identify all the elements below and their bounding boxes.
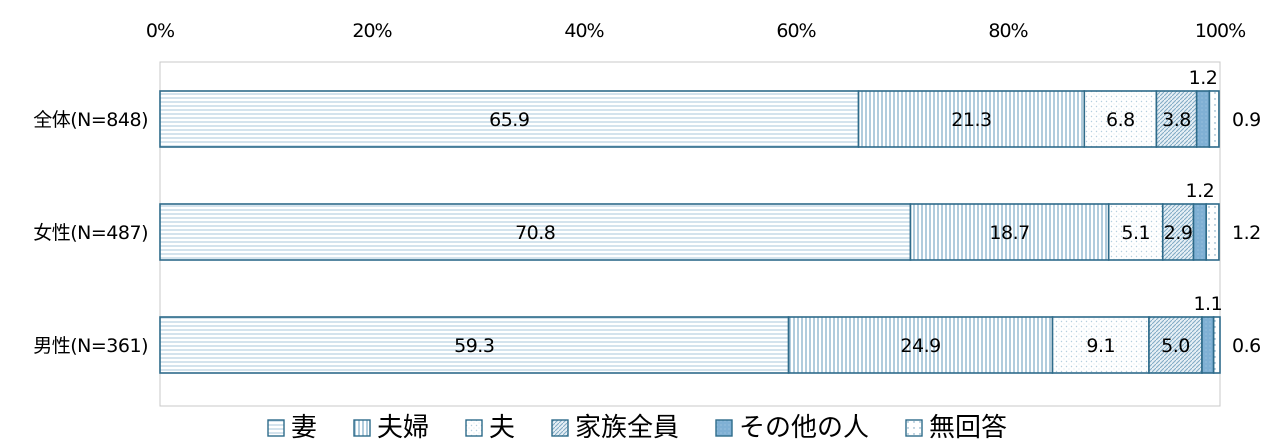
category-label: 女性(N=487) bbox=[33, 222, 148, 244]
data-label: 59.3 bbox=[454, 335, 494, 357]
bar-segment bbox=[159, 90, 860, 148]
data-label: 1.1 bbox=[1193, 293, 1222, 315]
bar-segment bbox=[159, 316, 790, 374]
legend-swatch bbox=[551, 419, 569, 437]
bar-segment bbox=[1192, 203, 1208, 261]
x-tick-label: 100% bbox=[1195, 20, 1245, 42]
legend-label: 夫 bbox=[488, 413, 515, 443]
x-tick-label: 60% bbox=[776, 20, 815, 42]
legend-item: その他の人 bbox=[715, 413, 869, 443]
legend-item: 夫 bbox=[465, 413, 515, 443]
bar-segment bbox=[1195, 90, 1211, 148]
legend-item: 夫婦 bbox=[353, 413, 429, 443]
data-label: 21.3 bbox=[951, 109, 991, 131]
legend-swatch bbox=[905, 419, 923, 437]
legend-label: 夫婦 bbox=[376, 413, 429, 443]
data-label: 0.6 bbox=[1232, 335, 1261, 357]
bar-segment bbox=[1205, 203, 1220, 261]
bar-segment bbox=[909, 203, 1110, 261]
data-label: 65.9 bbox=[489, 109, 529, 131]
category-labels: 全体(N=848) 女性(N=487) 男性(N=361) bbox=[33, 109, 148, 357]
bar-segment bbox=[1148, 316, 1203, 374]
chart: 0% 20% 40% 60% 80% 100% 全体(N=848) 女性(N=487) 男性(… bbox=[33, 20, 1261, 407]
bar-segment bbox=[1212, 316, 1221, 374]
data-label: 9.1 bbox=[1086, 335, 1115, 357]
data-label: 1.2 bbox=[1232, 222, 1261, 244]
bar-segment bbox=[1051, 316, 1150, 374]
bar-segment bbox=[1107, 203, 1164, 261]
x-axis-ticks: 0% 20% 40% 60% 80% 100% bbox=[146, 20, 1246, 42]
data-label: 24.9 bbox=[900, 335, 940, 357]
x-tick-label: 20% bbox=[352, 20, 391, 42]
data-label: 70.8 bbox=[515, 222, 555, 244]
legend: 妻 夫婦 夫 家族全員 その他の人 無回答 bbox=[0, 413, 1274, 443]
legend-item: 無回答 bbox=[905, 413, 1007, 443]
legend-label: 家族全員 bbox=[575, 413, 680, 443]
bar-segment bbox=[1155, 90, 1198, 148]
bar-segment bbox=[1208, 90, 1220, 148]
data-label: 0.9 bbox=[1232, 109, 1261, 131]
data-label: 2.9 bbox=[1164, 222, 1193, 244]
category-label: 全体(N=848) bbox=[33, 109, 148, 131]
bar-segment bbox=[1201, 316, 1215, 374]
bar-segment bbox=[1161, 203, 1195, 261]
legend-swatch bbox=[353, 419, 371, 437]
legend-swatch bbox=[465, 419, 483, 437]
data-label: 1.2 bbox=[1189, 67, 1218, 89]
data-label: 18.7 bbox=[989, 222, 1029, 244]
data-label: 1.2 bbox=[1186, 180, 1215, 202]
category-label: 男性(N=361) bbox=[33, 335, 148, 357]
bar-segment bbox=[787, 316, 1054, 374]
data-label: 3.8 bbox=[1162, 109, 1191, 131]
x-tick-label: 40% bbox=[564, 20, 603, 42]
data-label: 5.1 bbox=[1121, 222, 1150, 244]
legend-label: 妻 bbox=[290, 413, 317, 443]
x-tick-label: 80% bbox=[988, 20, 1027, 42]
bars bbox=[159, 90, 1221, 374]
legend-swatch bbox=[715, 419, 733, 437]
legend-swatch bbox=[267, 419, 285, 437]
bar-segment bbox=[857, 90, 1086, 148]
data-labels: 65.9 21.3 6.8 3.8 1.2 0.9 70.8 18.7 5.1 2.9 1.2 1.2… bbox=[454, 67, 1261, 357]
data-label: 6.8 bbox=[1106, 109, 1135, 131]
legend-item: 妻 bbox=[267, 413, 317, 443]
x-tick-label: 0% bbox=[146, 20, 174, 42]
legend-label: その他の人 bbox=[739, 413, 870, 443]
legend-label: 無回答 bbox=[929, 413, 1008, 443]
data-label: 5.0 bbox=[1161, 335, 1190, 357]
bar-segment bbox=[159, 203, 912, 261]
legend-item: 家族全員 bbox=[551, 413, 679, 443]
